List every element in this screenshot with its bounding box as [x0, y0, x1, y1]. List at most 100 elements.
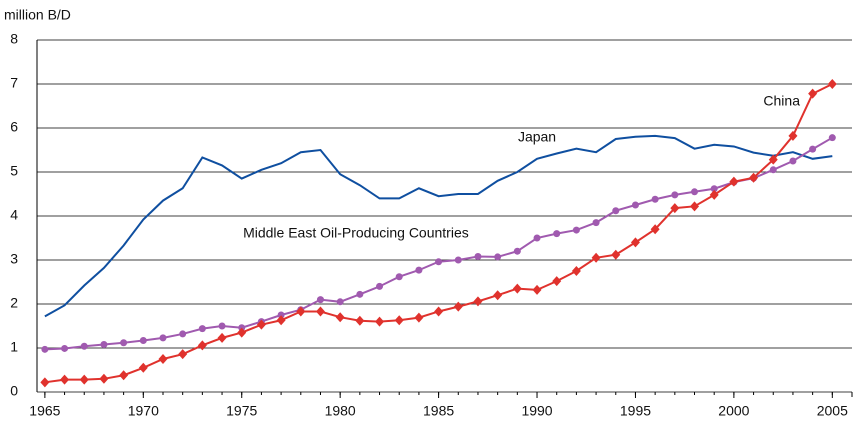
point: [809, 145, 817, 153]
y-tick-label: 8: [10, 31, 18, 47]
point: [138, 362, 148, 373]
point: [513, 247, 521, 255]
x-tick-label: 1970: [128, 403, 159, 419]
point: [789, 157, 797, 165]
x-tick-label: 1965: [29, 403, 60, 419]
point: [356, 290, 364, 298]
x-tick-label: 1980: [325, 403, 356, 419]
point: [650, 224, 660, 235]
point: [198, 325, 206, 333]
point: [768, 154, 778, 165]
series-label: Japan: [518, 128, 556, 144]
point: [376, 282, 384, 290]
point: [571, 266, 581, 276]
point: [788, 130, 798, 141]
point: [415, 266, 423, 274]
point: [828, 134, 836, 142]
point: [178, 349, 188, 360]
point: [710, 185, 718, 193]
point: [729, 176, 739, 187]
point: [394, 315, 404, 326]
y-tick-label: 3: [10, 251, 18, 267]
point: [414, 312, 424, 323]
point: [119, 370, 129, 381]
point: [335, 312, 345, 323]
y-tick-label: 4: [10, 207, 18, 223]
point: [670, 203, 680, 214]
point: [296, 306, 306, 317]
point: [276, 315, 286, 326]
point: [651, 195, 659, 203]
y-tick-label: 6: [10, 119, 18, 135]
point: [60, 374, 70, 385]
point: [553, 230, 561, 238]
point: [552, 276, 562, 287]
point: [99, 373, 109, 384]
point: [159, 334, 167, 342]
series-label: China: [763, 92, 800, 108]
point: [827, 79, 837, 89]
point: [217, 332, 227, 343]
x-tick-label: 2005: [817, 403, 848, 419]
point: [533, 234, 541, 242]
point: [316, 296, 324, 304]
point: [749, 172, 759, 183]
point: [256, 319, 266, 330]
point: [61, 344, 69, 352]
point: [493, 290, 503, 301]
point: [671, 191, 679, 199]
point: [611, 249, 621, 260]
point: [197, 340, 207, 351]
x-tick-label: 2000: [718, 403, 749, 419]
point: [512, 283, 522, 294]
y-tick-label: 1: [10, 339, 18, 355]
point: [453, 301, 463, 312]
point: [709, 189, 719, 200]
point: [808, 88, 818, 99]
y-tick-label: 7: [10, 75, 18, 91]
point: [434, 306, 444, 317]
point: [139, 337, 147, 345]
x-tick-label: 1990: [521, 403, 552, 419]
point: [532, 284, 542, 295]
point: [120, 339, 128, 347]
x-tick-label: 1975: [226, 403, 257, 419]
x-tick-label: 1985: [423, 403, 454, 419]
point: [435, 258, 443, 266]
point: [375, 316, 385, 327]
point: [277, 311, 285, 319]
point: [592, 219, 600, 227]
point: [591, 252, 601, 263]
point: [80, 342, 88, 350]
y-axis-label: million B/D: [4, 7, 71, 23]
point: [100, 340, 108, 348]
point: [494, 253, 502, 261]
point: [631, 201, 639, 209]
y-tick-label: 5: [10, 163, 18, 179]
point: [612, 207, 620, 215]
point: [237, 327, 247, 338]
point: [454, 256, 462, 264]
point: [572, 226, 580, 234]
y-tick-label: 0: [10, 383, 18, 399]
point: [355, 315, 365, 326]
point: [40, 377, 50, 388]
point: [336, 298, 344, 306]
point: [691, 188, 699, 196]
point: [41, 345, 49, 353]
y-tick-label: 2: [10, 295, 18, 311]
point: [218, 322, 226, 330]
point: [690, 201, 700, 212]
point: [158, 354, 168, 364]
point: [315, 306, 325, 317]
x-tick-label: 1995: [620, 403, 651, 419]
series-line: [44, 134, 833, 318]
point: [630, 237, 640, 248]
point: [769, 166, 777, 174]
series-line: [44, 136, 833, 351]
point: [179, 330, 187, 338]
point: [474, 252, 482, 260]
point: [79, 374, 89, 385]
point: [473, 296, 483, 307]
